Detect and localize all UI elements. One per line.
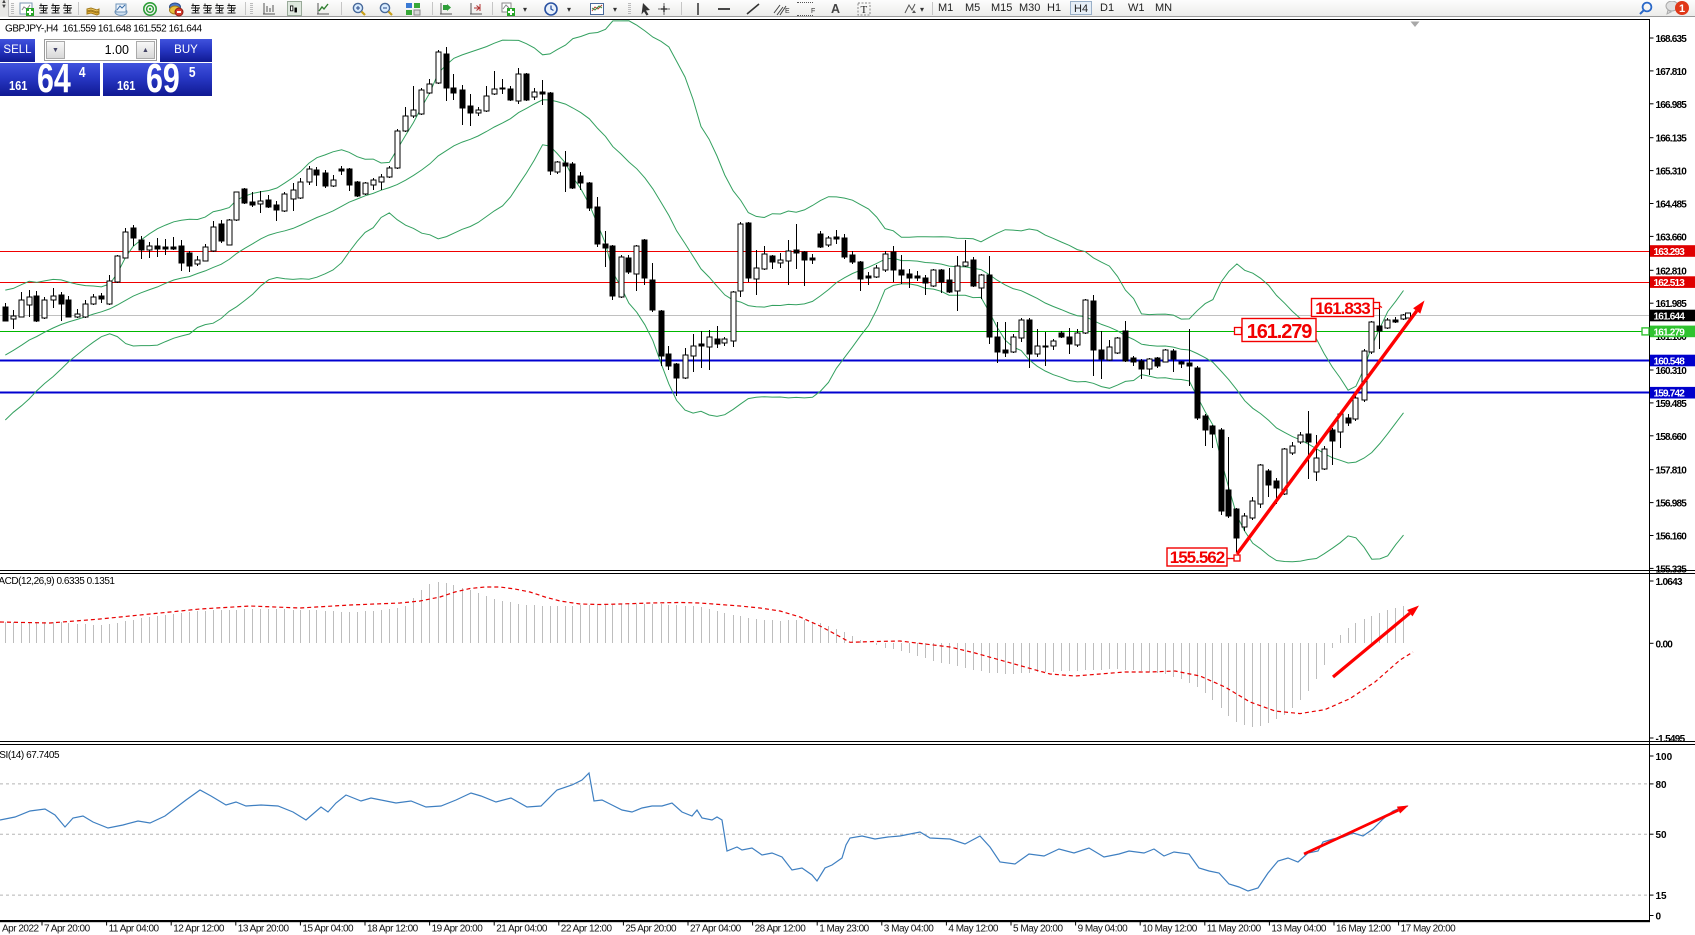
svg-text:15 Apr 04:00: 15 Apr 04:00 bbox=[302, 924, 354, 935]
svg-text:163.293: 163.293 bbox=[1654, 247, 1686, 258]
svg-text:155.335: 155.335 bbox=[1656, 564, 1688, 575]
svg-text:GBPJPY-,H4 161.559 161.648 16: GBPJPY-,H4 161.559 161.648 161.552 161.6… bbox=[5, 24, 202, 35]
svg-text:167.810: 167.810 bbox=[1656, 67, 1688, 78]
svg-text:100: 100 bbox=[1656, 752, 1673, 763]
svg-text:156.985: 156.985 bbox=[1656, 499, 1688, 510]
svg-text:13 May 04:00: 13 May 04:00 bbox=[1271, 924, 1327, 935]
svg-text:17 May 20:00: 17 May 20:00 bbox=[1401, 924, 1457, 935]
svg-text:159.742: 159.742 bbox=[1654, 389, 1686, 400]
svg-text:156.160: 156.160 bbox=[1656, 532, 1688, 543]
svg-text:-1.5495: -1.5495 bbox=[1656, 734, 1686, 745]
svg-text:11 May 20:00: 11 May 20:00 bbox=[1207, 924, 1262, 935]
svg-text:12 Apr 12:00: 12 Apr 12:00 bbox=[173, 924, 225, 935]
svg-text:163.660: 163.660 bbox=[1656, 232, 1688, 243]
svg-text:22 Apr 12:00: 22 Apr 12:00 bbox=[561, 924, 613, 935]
svg-text:160.548: 160.548 bbox=[1654, 357, 1686, 368]
svg-text:160.310: 160.310 bbox=[1656, 366, 1688, 377]
svg-text:27 Apr 04:00: 27 Apr 04:00 bbox=[690, 924, 742, 935]
svg-text:164.485: 164.485 bbox=[1656, 200, 1688, 211]
svg-text:162.513: 162.513 bbox=[1654, 278, 1686, 289]
svg-text:161.985: 161.985 bbox=[1656, 299, 1688, 310]
svg-text:158.660: 158.660 bbox=[1656, 432, 1688, 443]
svg-text:168.635: 168.635 bbox=[1656, 34, 1688, 45]
svg-text:MACD(12,26,9) 0.6335 0.1351: MACD(12,26,9) 0.6335 0.1351 bbox=[0, 576, 115, 587]
svg-text:161.644: 161.644 bbox=[1654, 312, 1686, 323]
svg-text:166.135: 166.135 bbox=[1656, 134, 1688, 145]
svg-text:9 May 04:00: 9 May 04:00 bbox=[1078, 924, 1128, 935]
svg-text:21 Apr 04:00: 21 Apr 04:00 bbox=[496, 924, 548, 935]
svg-text:RSI(14) 67.7405: RSI(14) 67.7405 bbox=[0, 750, 60, 761]
svg-text:165.310: 165.310 bbox=[1656, 167, 1688, 178]
svg-text:7 Apr 20:00: 7 Apr 20:00 bbox=[44, 924, 91, 935]
svg-text:162.810: 162.810 bbox=[1656, 266, 1688, 277]
svg-text:80: 80 bbox=[1656, 780, 1668, 791]
svg-text:25 Apr 20:00: 25 Apr 20:00 bbox=[625, 924, 677, 935]
svg-text:1 May 23:00: 1 May 23:00 bbox=[819, 924, 869, 935]
svg-text:50: 50 bbox=[1656, 830, 1668, 841]
svg-text:18 Apr 12:00: 18 Apr 12:00 bbox=[367, 924, 419, 935]
svg-text:16 May 12:00: 16 May 12:00 bbox=[1336, 924, 1392, 935]
svg-text:161.833: 161.833 bbox=[1315, 299, 1370, 318]
svg-text:157.810: 157.810 bbox=[1656, 466, 1688, 477]
svg-text:5 May 20:00: 5 May 20:00 bbox=[1013, 924, 1063, 935]
svg-text:15: 15 bbox=[1656, 891, 1668, 902]
svg-text:11 Apr 04:00: 11 Apr 04:00 bbox=[109, 924, 160, 935]
svg-text:28 Apr 12:00: 28 Apr 12:00 bbox=[755, 924, 807, 935]
svg-text:161.279: 161.279 bbox=[1654, 327, 1686, 338]
svg-text:1: 1 bbox=[1679, 3, 1685, 15]
svg-text:4 May 12:00: 4 May 12:00 bbox=[948, 924, 998, 935]
svg-text:19 Apr 20:00: 19 Apr 20:00 bbox=[432, 924, 484, 935]
svg-text:0.00: 0.00 bbox=[1656, 639, 1674, 650]
svg-text:166.985: 166.985 bbox=[1656, 100, 1688, 111]
svg-text:3 May 04:00: 3 May 04:00 bbox=[884, 924, 934, 935]
svg-text:0: 0 bbox=[1656, 912, 1662, 923]
svg-text:161.160: 161.160 bbox=[1656, 332, 1688, 343]
svg-text:13 Apr 20:00: 13 Apr 20:00 bbox=[238, 924, 290, 935]
svg-text:Apr 2022: Apr 2022 bbox=[2, 924, 40, 935]
svg-text:159.485: 159.485 bbox=[1656, 399, 1688, 410]
svg-text:161.279: 161.279 bbox=[1247, 321, 1313, 343]
svg-text:T: T bbox=[861, 4, 868, 16]
svg-text:155.562: 155.562 bbox=[1170, 548, 1225, 567]
svg-text:1.0643: 1.0643 bbox=[1656, 577, 1684, 588]
svg-text:10 May 12:00: 10 May 12:00 bbox=[1142, 924, 1198, 935]
